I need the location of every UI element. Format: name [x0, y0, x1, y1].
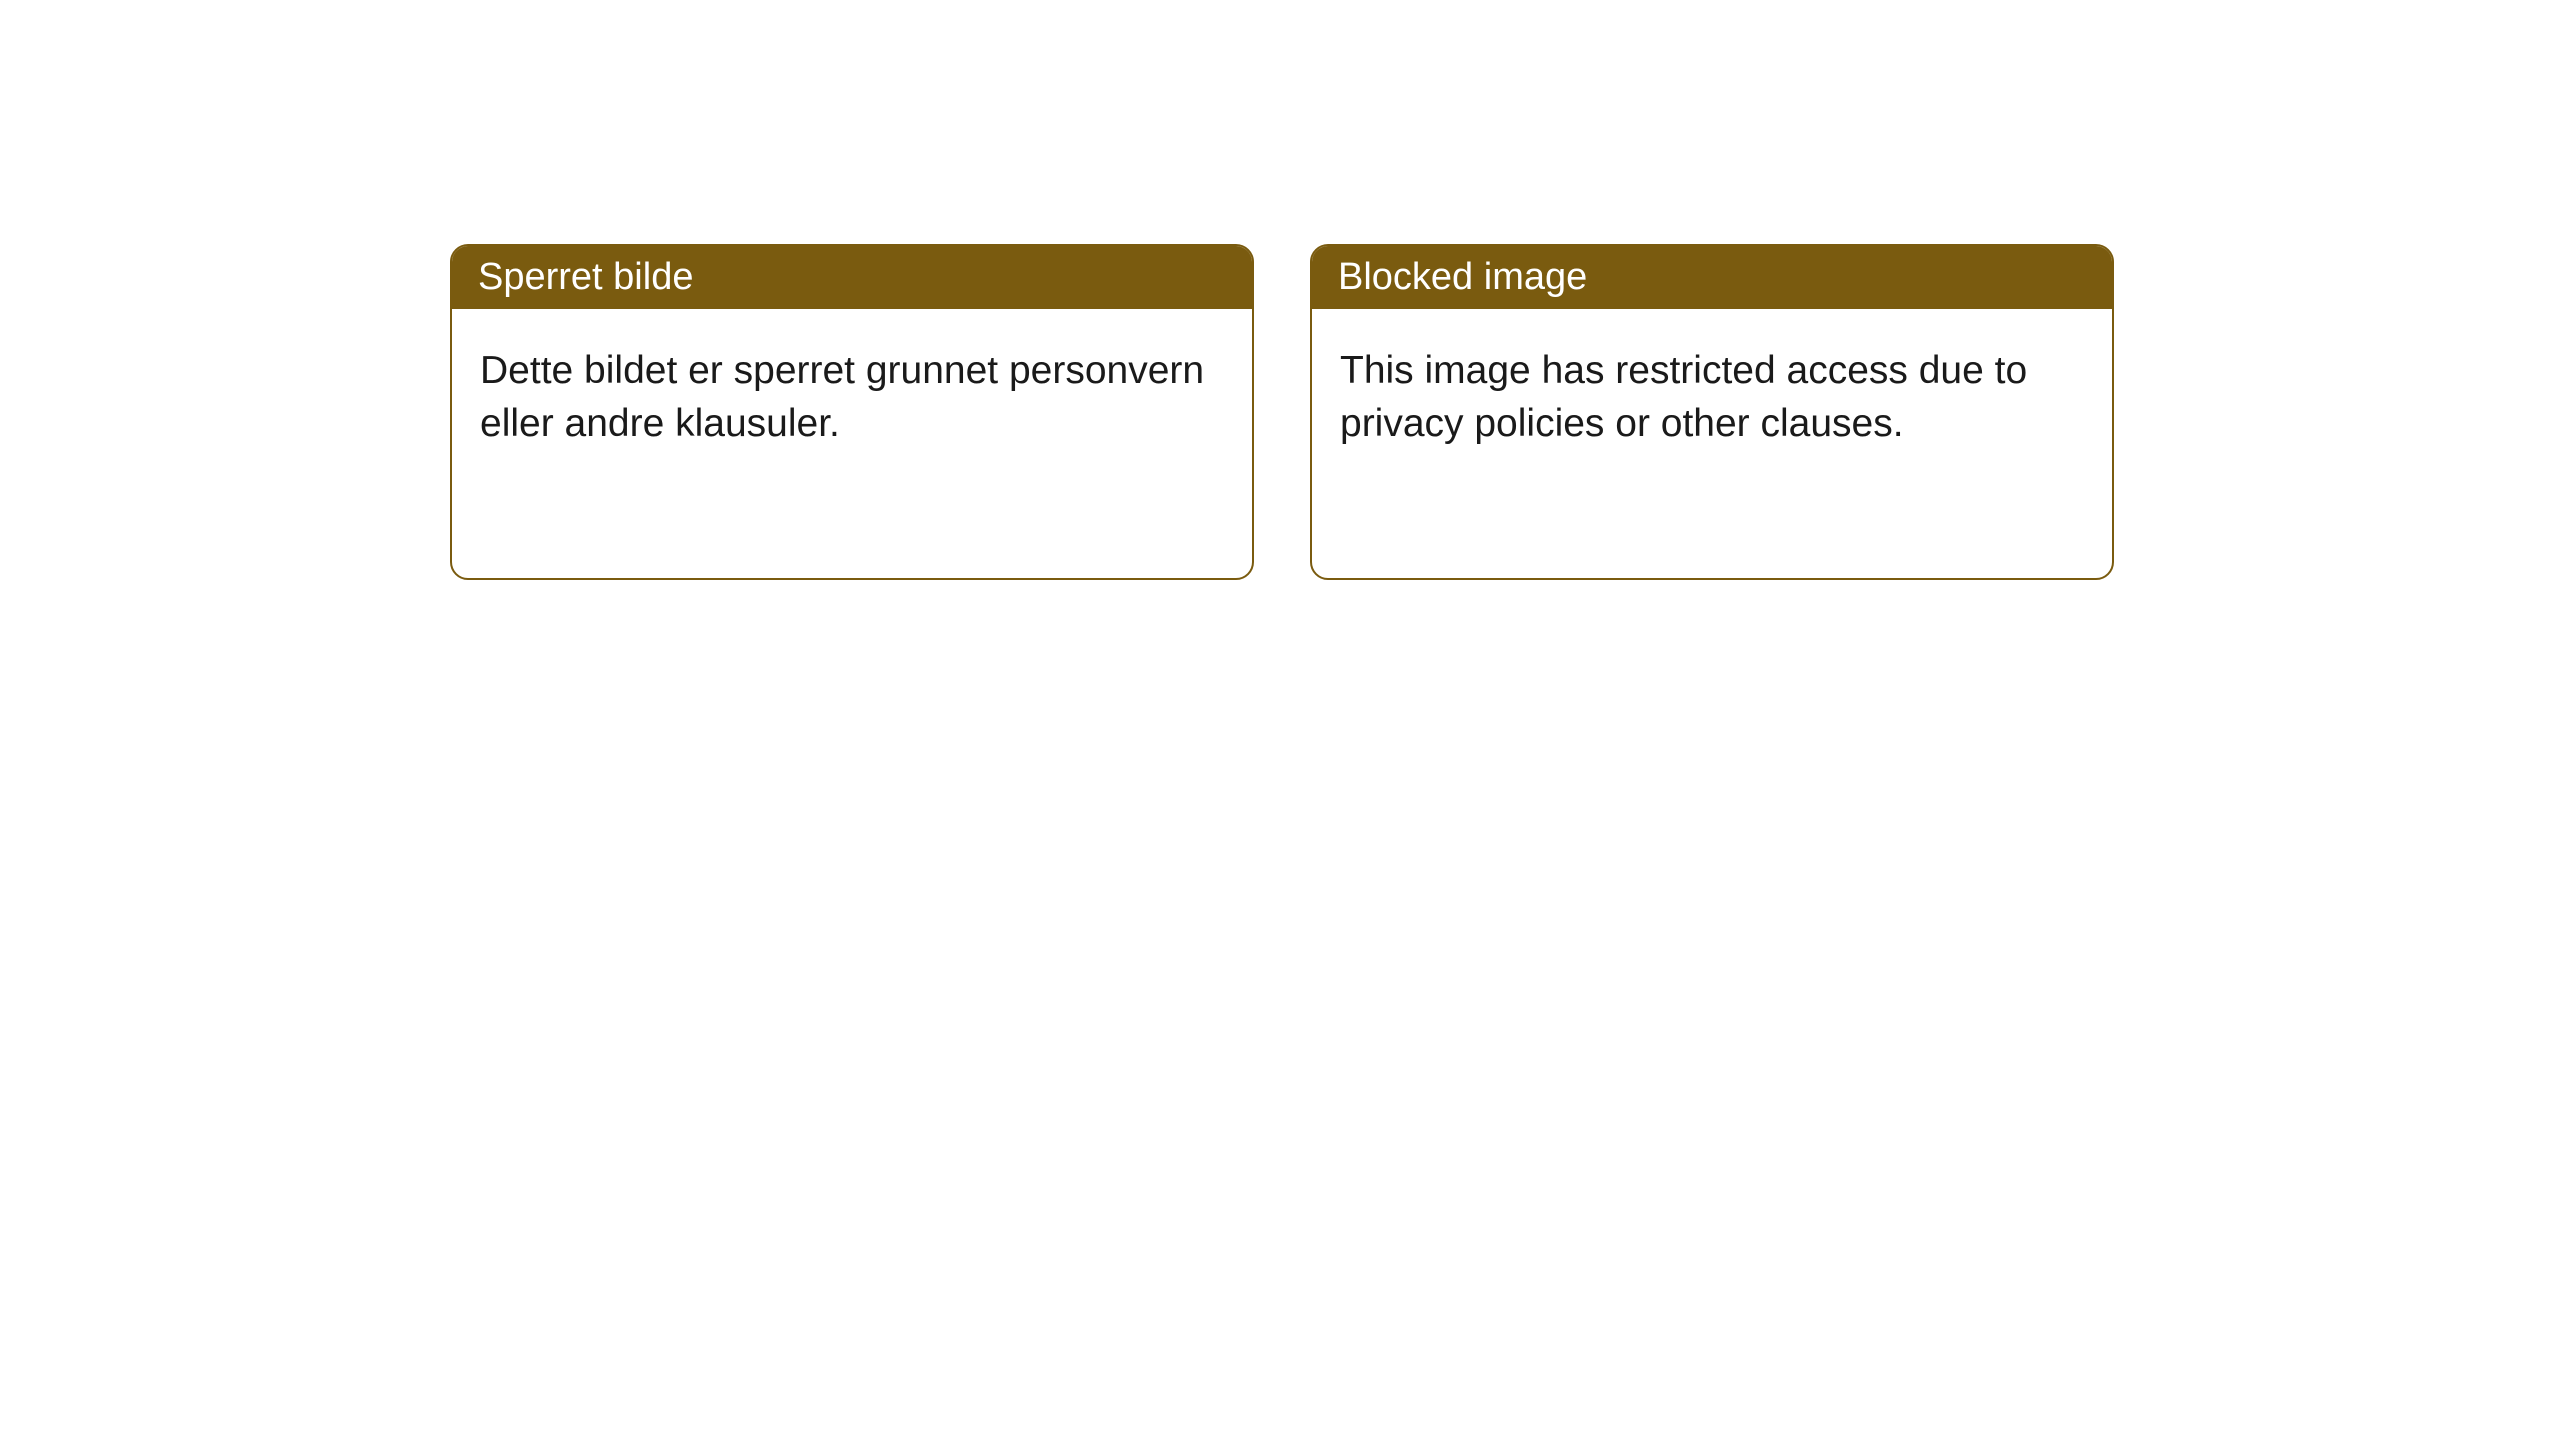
card-body: This image has restricted access due to … [1312, 309, 2112, 486]
card-title: Sperret bilde [478, 256, 693, 298]
blocked-image-card-en: Blocked image This image has restricted … [1310, 244, 2114, 580]
card-body: Dette bildet er sperret grunnet personve… [452, 309, 1252, 486]
blocked-image-card-no: Sperret bilde Dette bildet er sperret gr… [450, 244, 1254, 580]
card-title: Blocked image [1338, 256, 1587, 298]
notice-cards-container: Sperret bilde Dette bildet er sperret gr… [0, 0, 2560, 580]
card-body-text: This image has restricted access due to … [1340, 349, 2027, 445]
card-body-text: Dette bildet er sperret grunnet personve… [480, 349, 1204, 445]
card-header: Blocked image [1312, 246, 2112, 309]
card-header: Sperret bilde [452, 246, 1252, 309]
